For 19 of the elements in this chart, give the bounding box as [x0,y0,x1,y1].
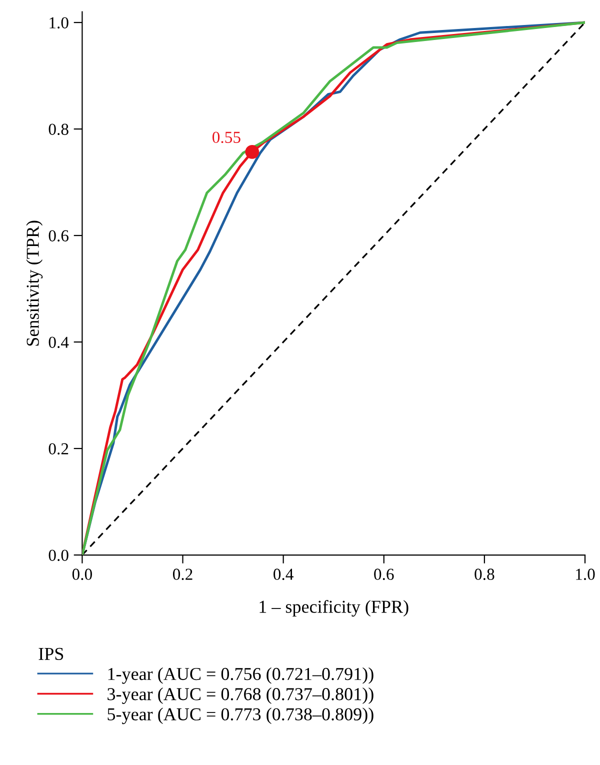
y-tick-label: 0.4 [48,336,69,348]
legend-label: 1-year (AUC = 0.756 (0.721–0.791)) [108,667,374,684]
x-tick-label: 0.4 [274,568,294,580]
legend-label: 5-year (AUC = 0.773 (0.738–0.809)) [108,708,374,724]
x-tick-label: 1.0 [576,568,595,580]
y-tick-label: 0.0 [48,550,68,562]
y-tick-label: 0.2 [48,443,68,455]
y-axis-title: Sensitivity (TPR) [26,220,43,346]
y-tick-label: 0.6 [48,230,69,242]
annotation: 0.55 [212,132,240,144]
legend-title: IPS [38,648,64,660]
y-tick-label: 0.8 [48,124,68,136]
x-tick-label: 0.2 [172,568,192,580]
x-tick-label: 0.8 [474,568,494,580]
legend-label: 3-year (AUC = 0.768 (0.737–0.801)) [108,688,374,704]
y-tick-label: 1.0 [50,17,68,29]
x-tick-label: 0.6 [374,568,394,580]
x-axis-title: 1 – specificity (FPR) [260,600,408,617]
x-tick-label: 0.0 [72,568,92,580]
